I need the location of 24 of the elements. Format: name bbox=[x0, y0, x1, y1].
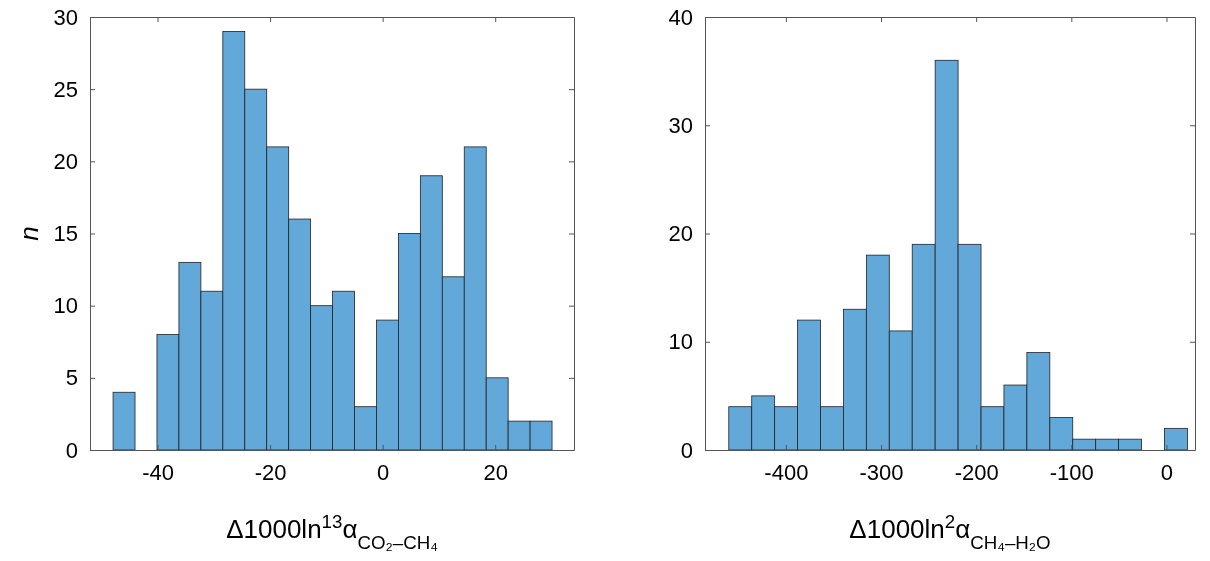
x-tick-label: 0 bbox=[1160, 459, 1174, 485]
y-tick-label: 25 bbox=[53, 76, 78, 102]
x-tick-label: -100 bbox=[1049, 459, 1094, 485]
y-tick-label: 5 bbox=[65, 365, 78, 391]
x-axis-title: Δ1000ln$^{2}$α$_{CH₄–H₂O}$ bbox=[849, 510, 1051, 553]
y-tick-label: 10 bbox=[53, 293, 78, 319]
x-tick-label: -20 bbox=[254, 459, 287, 485]
x-tick-label: 0 bbox=[377, 459, 390, 485]
y-tick-label: 20 bbox=[53, 148, 78, 174]
y-tick-label: 30 bbox=[53, 4, 78, 30]
x-axis-title: Δ1000ln$^{13}$α$_{CO₂–CH₄}$ bbox=[226, 510, 438, 553]
x-tick-label: -400 bbox=[764, 459, 809, 485]
y-tick-label: 30 bbox=[668, 112, 693, 138]
y-axis-title: n bbox=[14, 226, 44, 241]
y-tick-label: 40 bbox=[668, 4, 693, 30]
x-tick-label: -200 bbox=[954, 459, 999, 485]
x-tick-label: 20 bbox=[483, 459, 508, 485]
y-tick-label: 0 bbox=[680, 437, 693, 463]
y-tick-label: 10 bbox=[668, 329, 693, 355]
y-tick-label: 15 bbox=[53, 221, 78, 247]
y-tick-label: 0 bbox=[65, 437, 78, 463]
x-tick-label: -40 bbox=[142, 459, 174, 485]
y-tick-label: 20 bbox=[668, 221, 693, 247]
x-tick-label: -300 bbox=[859, 459, 904, 485]
